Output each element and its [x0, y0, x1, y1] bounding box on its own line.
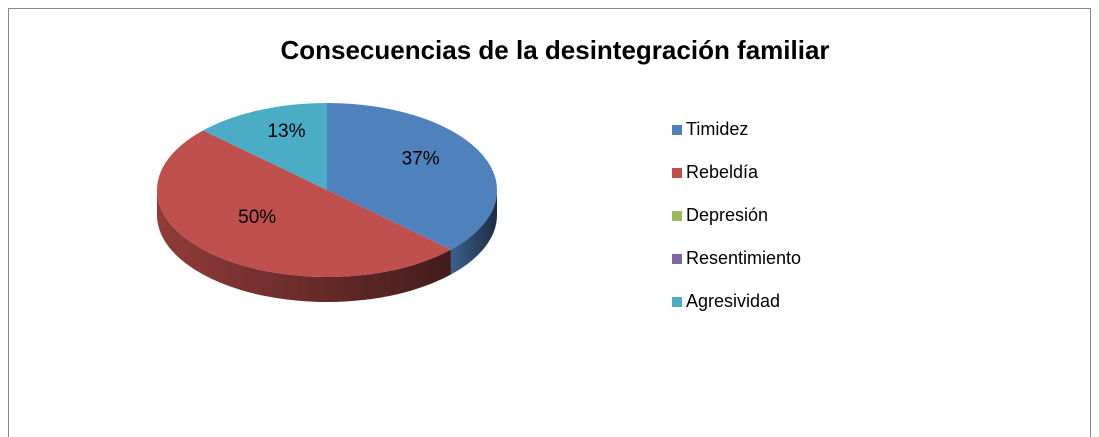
- legend-swatch: [672, 297, 682, 307]
- slice-side: [450, 190, 497, 275]
- legend-swatch: [672, 211, 682, 221]
- legend-label: Depresión: [686, 205, 768, 225]
- slice: [203, 103, 327, 190]
- legend-label: Rebeldía: [686, 162, 759, 182]
- legend-swatch: [672, 125, 682, 135]
- legend-label: Resentimiento: [686, 248, 801, 268]
- slice-side: [157, 190, 451, 303]
- data-label: 50%: [238, 207, 276, 228]
- legend-label: Agresividad: [686, 291, 780, 311]
- legend-label: Timidez: [686, 119, 748, 139]
- chart-title: Consecuencias de la desintegración famil…: [280, 35, 829, 65]
- legend-swatch: [672, 254, 682, 264]
- slice: [327, 103, 497, 250]
- data-label: 37%: [402, 148, 440, 169]
- slice: [157, 130, 451, 277]
- data-label: 13%: [267, 121, 305, 142]
- legend-swatch: [672, 168, 682, 178]
